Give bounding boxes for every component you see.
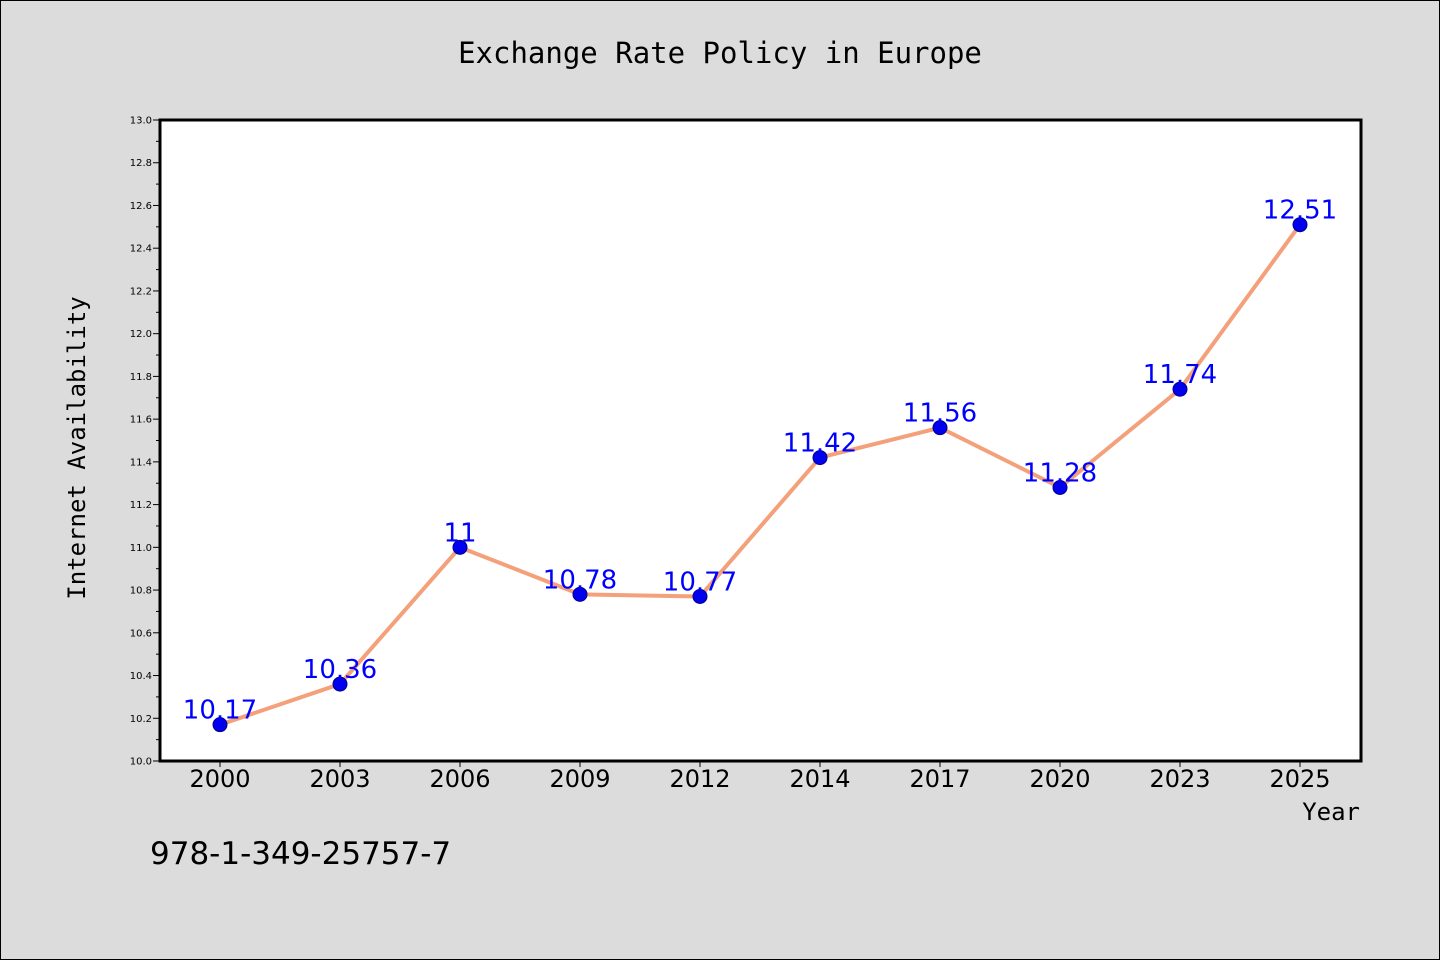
data-point <box>812 450 828 466</box>
data-label: 11.74 <box>1143 360 1217 390</box>
data-label: 10.17 <box>183 696 257 726</box>
y-tick-label: 10.0 <box>130 757 152 768</box>
y-tick-label: 13.0 <box>130 116 152 127</box>
isbn-annotation: 978-1-349-25757-7 <box>150 836 451 872</box>
data-point <box>1052 480 1068 496</box>
y-tick-label: 12.0 <box>130 329 152 340</box>
data-label: 11 <box>443 518 476 548</box>
data-label: 12.51 <box>1263 196 1337 226</box>
data-point <box>692 588 708 604</box>
y-tick-label: 12.2 <box>130 286 152 297</box>
data-label: 11.56 <box>903 399 977 429</box>
data-point <box>1292 217 1308 233</box>
data-point <box>932 420 948 436</box>
y-tick-label: 11.0 <box>130 543 152 554</box>
x-tick-label: 2025 <box>1269 765 1330 793</box>
y-tick-label: 11.2 <box>130 500 152 511</box>
x-tick-label: 2000 <box>189 765 250 793</box>
x-tick-label: 2006 <box>429 765 490 793</box>
data-label: 10.77 <box>663 567 737 597</box>
series-line <box>218 222 1302 727</box>
x-tick-label: 2017 <box>909 765 970 793</box>
x-tick-label: 2012 <box>669 765 730 793</box>
data-label: 10.36 <box>303 655 377 685</box>
y-tick-label: 10.8 <box>130 586 152 597</box>
x-tick-label: 2023 <box>1149 765 1210 793</box>
plot-area <box>158 118 1363 763</box>
y-axis-label: Internet Availability <box>63 296 91 599</box>
x-tick-label: 2009 <box>549 765 610 793</box>
x-tick-label: 2020 <box>1029 765 1090 793</box>
x-axis-label: Year <box>1302 798 1360 826</box>
y-tick-label: 11.4 <box>130 457 152 468</box>
x-axis: 2000 2003 2006 2009 2012 2014 2017 2020 2023 2025 <box>189 761 1331 793</box>
x-tick-label: 2014 <box>789 765 850 793</box>
y-tick-label: 10.4 <box>130 671 152 682</box>
y-tick-label: 12.4 <box>130 244 152 255</box>
series-layer: 10.17 10.36 11 10.78 10.77 11.42 11.56 11.28 11.… <box>183 196 1337 733</box>
data-point <box>212 717 228 733</box>
data-label: 11.42 <box>783 429 857 459</box>
data-label: 11.28 <box>1023 459 1097 489</box>
data-point <box>332 676 348 692</box>
data-label: 10.78 <box>543 565 617 595</box>
x-tick-label: 2003 <box>309 765 370 793</box>
chart-title: Exchange Rate Policy in Europe <box>458 36 982 70</box>
data-point <box>1172 381 1188 397</box>
y-tick-label: 10.2 <box>130 714 152 725</box>
y-tick-label: 11.8 <box>130 372 152 383</box>
y-axis: 10.0 10.2 10.4 10.6 10.8 11.0 11.2 11.4 11.6 11.8… <box>130 116 160 768</box>
y-tick-label: 10.6 <box>130 628 152 639</box>
y-tick-label: 12.6 <box>130 201 152 212</box>
y-tick-label: 12.8 <box>130 158 152 169</box>
data-point <box>452 539 468 555</box>
y-tick-label: 11.6 <box>130 415 152 426</box>
data-point <box>572 586 588 602</box>
